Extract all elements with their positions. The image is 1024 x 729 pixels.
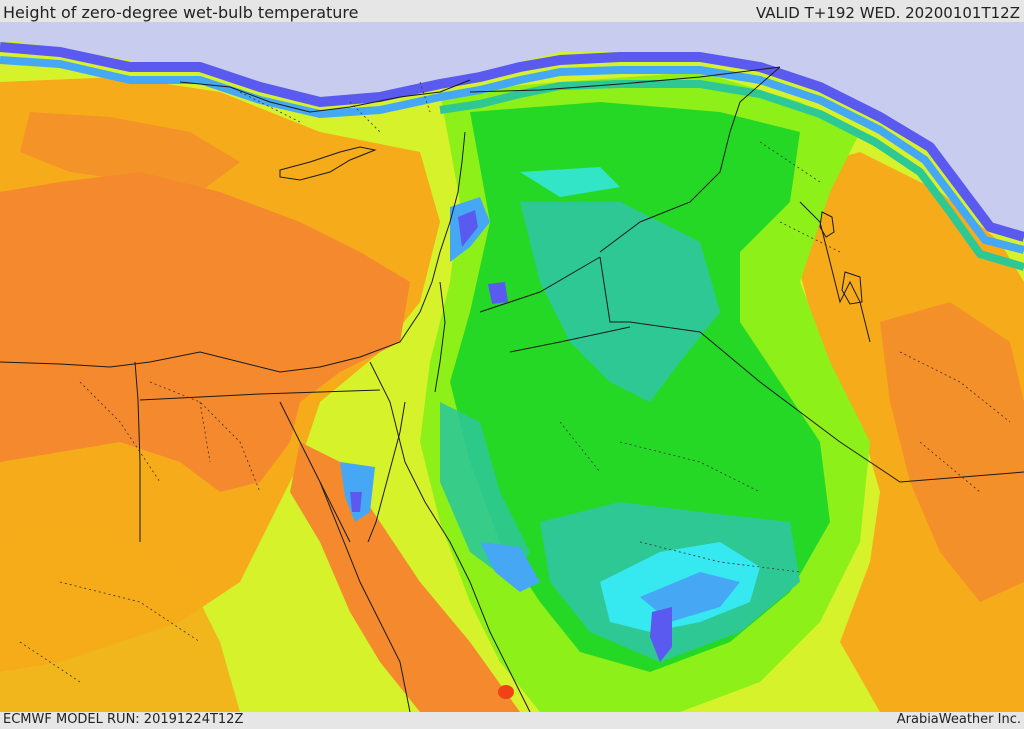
header-bar: Height of zero-degree wet-bulb temperatu… [0,0,1024,22]
egypt-governorates [79,381,261,493]
internal-boundaries [19,81,1011,683]
blue-jordan-cell [488,282,508,304]
saudi-provinces [559,421,801,573]
dark-orange-arabia-east [880,302,1024,602]
iraq-saudi-border [599,256,1024,483]
dark-orange-zone-west [0,172,410,492]
north-cold-zone [0,22,1024,232]
dark-orange-patch-upper [20,112,240,192]
mediterranean-coast-south [0,131,466,373]
egypt-sudan-border [139,389,381,401]
israel-jordan-border [434,281,446,393]
weather-map [0,22,1024,712]
turkey-syria-border [469,66,781,93]
political-borders [134,66,1024,542]
east-boundaries [899,351,1011,493]
model-run: ECMWF MODEL RUN: 20191224T12Z [3,712,244,727]
north-teal-rim [439,80,1024,271]
qatar-outline [841,271,863,305]
map-title: Height of zero-degree wet-bulb temperatu… [3,3,359,22]
orange-red-sea [290,442,520,712]
iraq-provinces [759,141,841,253]
red-sea-east-coast [404,461,531,712]
jordan-border [479,256,601,313]
teal-west [440,402,530,582]
sudan-states [19,581,201,683]
turkey-coast [179,79,471,113]
gulf-island [819,211,835,238]
valid-time: VALID T+192 WED. 20200101T12Z [755,4,1020,22]
blue-sw-cell [480,542,540,592]
turkey-provinces [239,81,431,133]
north-blue-rim [0,42,1024,242]
footer-bar: ECMWF MODEL RUN: 20191224T12Z ArabiaWeat… [0,712,1024,729]
deep-blue-lebanon [458,210,478,247]
cyprus-outline [279,146,377,181]
teal-center [520,202,720,402]
saudi-jordan-border [509,326,631,353]
deep-blue-sinai [350,492,362,512]
orange-southwest [0,522,240,712]
egypt-israel-border [369,361,406,463]
coastlines [0,79,871,712]
credit: ArabiaWeather Inc. [896,712,1021,727]
north-light-blue-rim [0,56,1024,254]
gulf-aqaba [367,401,406,543]
egypt-libya-border [134,361,141,542]
cyan-iraq-band [520,167,620,197]
syria-iraq-border [599,66,781,253]
deep-blue-south-cell [650,607,672,662]
red-hotspot [498,685,514,699]
red-sea-west-coast [319,481,411,712]
